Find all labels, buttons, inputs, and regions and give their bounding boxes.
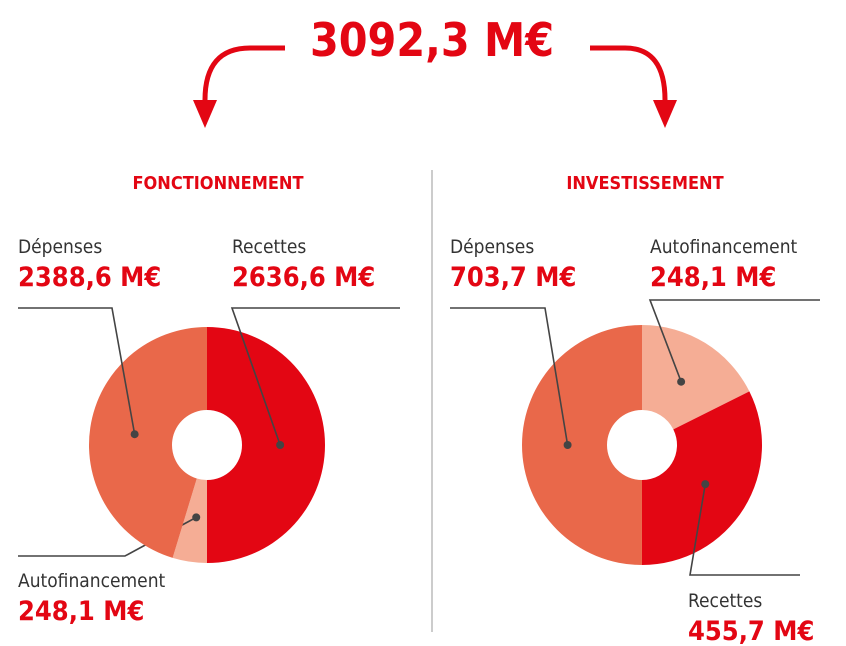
donut-slice — [522, 325, 642, 565]
leader-line — [689, 484, 800, 576]
leader-dot — [276, 440, 285, 449]
value-label: 455,7 M€ — [688, 616, 814, 646]
leader-line — [450, 307, 569, 446]
legend-name: Dépenses — [18, 236, 102, 258]
leader-line — [648, 299, 820, 383]
value-label: 703,7 M€ — [450, 262, 576, 293]
value-label: 248,1 M€ — [18, 596, 144, 627]
leader-dot — [192, 513, 201, 522]
leader-line — [18, 307, 136, 435]
legend-name: Autofinancement — [650, 236, 798, 258]
arrow — [202, 45, 285, 101]
arrow — [590, 45, 668, 101]
section-title: INVESTISSEMENT — [566, 173, 723, 194]
legend-name: Recettes — [688, 590, 762, 612]
leader-dot — [677, 377, 686, 386]
legend-name: Dépenses — [450, 236, 534, 258]
arrow-head — [653, 100, 677, 128]
leader-dot — [130, 430, 139, 439]
legend-name: Recettes — [232, 236, 306, 258]
leader-line — [230, 307, 400, 446]
donut-slice — [207, 327, 326, 563]
total: 3092,3 M€ — [310, 13, 554, 67]
arrow-head — [193, 100, 217, 128]
value-label: 2388,6 M€ — [18, 262, 161, 293]
leader-dot — [563, 440, 572, 449]
section-title: FONCTIONNEMENT — [132, 173, 303, 194]
donut-slice — [89, 327, 207, 558]
value-label: 2636,6 M€ — [232, 262, 375, 293]
legend-name: Autofinancement — [18, 570, 166, 592]
donut-slice — [641, 391, 762, 565]
leader-dot — [701, 480, 710, 489]
value-label: 248,1 M€ — [650, 262, 776, 293]
